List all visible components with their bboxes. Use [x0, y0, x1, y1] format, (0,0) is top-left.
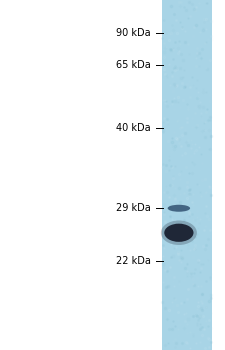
Text: 29 kDa: 29 kDa [116, 203, 151, 213]
Text: 65 kDa: 65 kDa [116, 60, 151, 70]
Text: 90 kDa: 90 kDa [116, 28, 151, 38]
Ellipse shape [168, 205, 190, 212]
Text: 40 kDa: 40 kDa [116, 123, 151, 133]
Text: 22 kDa: 22 kDa [116, 256, 151, 266]
Bar [162, 0, 212, 350]
Ellipse shape [164, 224, 194, 242]
Ellipse shape [161, 220, 197, 245]
